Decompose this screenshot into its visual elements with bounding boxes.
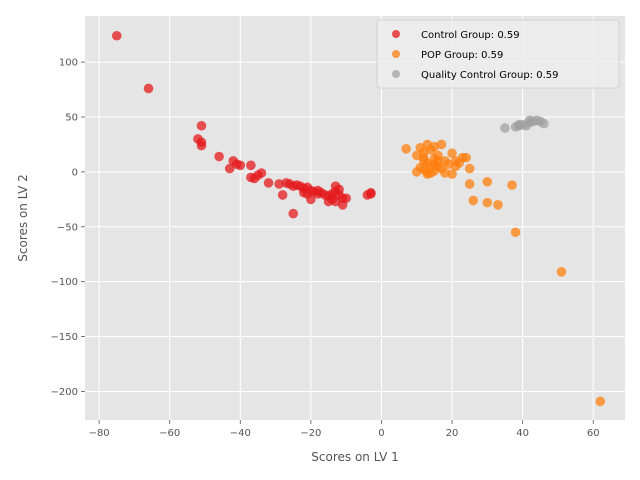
series-1	[111, 30, 376, 219]
x-tick-label: 0	[378, 428, 384, 439]
legend-label: POP Group: 0.59	[421, 50, 503, 61]
data-point	[500, 123, 510, 133]
y-tick-label: 50	[65, 113, 78, 124]
legend: Control Group: 0.59 POP Group: 0.59 Qualit…	[376, 19, 620, 89]
data-point	[447, 169, 457, 179]
x-axis-ticks: −80 −60 −40 −20 0 20 40 60	[89, 420, 600, 439]
y-tick-label: 0	[72, 167, 78, 178]
legend-label: Quality Control Group: 0.59	[421, 70, 559, 81]
data-point	[302, 189, 313, 199]
data-point	[288, 208, 299, 219]
data-point	[447, 148, 457, 159]
y-tick-label: −200	[51, 387, 78, 398]
data-point	[440, 168, 450, 178]
data-point	[419, 152, 429, 163]
data-point	[436, 139, 447, 150]
data-point	[464, 163, 475, 174]
x-tick-label: −20	[300, 428, 321, 439]
data-point	[274, 179, 284, 189]
data-point	[196, 140, 207, 151]
y-tick-label: −50	[57, 222, 78, 233]
series-3	[500, 115, 549, 133]
data-point	[482, 197, 493, 208]
data-point	[461, 152, 471, 163]
data-point	[337, 200, 348, 210]
legend-box	[376, 19, 620, 89]
y-tick-label: −150	[51, 332, 78, 343]
data-point	[277, 190, 288, 200]
data-point	[556, 266, 567, 277]
x-tick-label: −40	[230, 428, 251, 439]
data-point	[214, 151, 224, 162]
data-point	[429, 165, 440, 176]
x-tick-label: 40	[516, 428, 529, 439]
data-point	[224, 163, 235, 174]
y-tick-label: 100	[59, 58, 78, 69]
data-points	[111, 30, 606, 407]
x-tick-label: −80	[89, 428, 110, 439]
data-point	[196, 120, 207, 131]
legend-label: Control Group: 0.59	[421, 30, 520, 41]
data-point	[111, 30, 122, 41]
y-axis-label: Scores on LV 2	[16, 174, 30, 261]
data-point	[313, 189, 323, 199]
x-tick-label: 20	[446, 428, 459, 439]
data-point	[246, 160, 256, 171]
data-point	[450, 161, 461, 172]
x-tick-label: −60	[159, 428, 180, 439]
data-point	[464, 179, 475, 189]
data-point	[401, 144, 411, 154]
data-point	[510, 227, 521, 238]
data-point	[493, 200, 503, 210]
x-tick-label: 60	[587, 428, 600, 439]
legend-marker	[392, 50, 400, 58]
data-point	[433, 156, 443, 166]
data-point	[514, 119, 524, 130]
data-point	[235, 160, 246, 171]
data-point	[143, 83, 154, 94]
data-point	[323, 196, 334, 207]
data-point	[539, 118, 549, 129]
data-point	[249, 173, 260, 184]
x-axis-label: Scores on LV 1	[311, 450, 398, 464]
legend-marker	[392, 30, 400, 38]
data-point	[263, 178, 274, 188]
data-point	[411, 167, 422, 177]
data-point	[482, 176, 493, 187]
series-2	[401, 139, 606, 407]
legend-marker	[392, 70, 400, 78]
data-point	[507, 180, 517, 190]
y-axis-ticks: 100 50 0 −50 −100 −150 −200	[51, 58, 85, 398]
data-point	[595, 396, 606, 407]
data-point	[362, 190, 373, 200]
data-point	[468, 195, 479, 206]
y-tick-label: −100	[51, 277, 78, 288]
